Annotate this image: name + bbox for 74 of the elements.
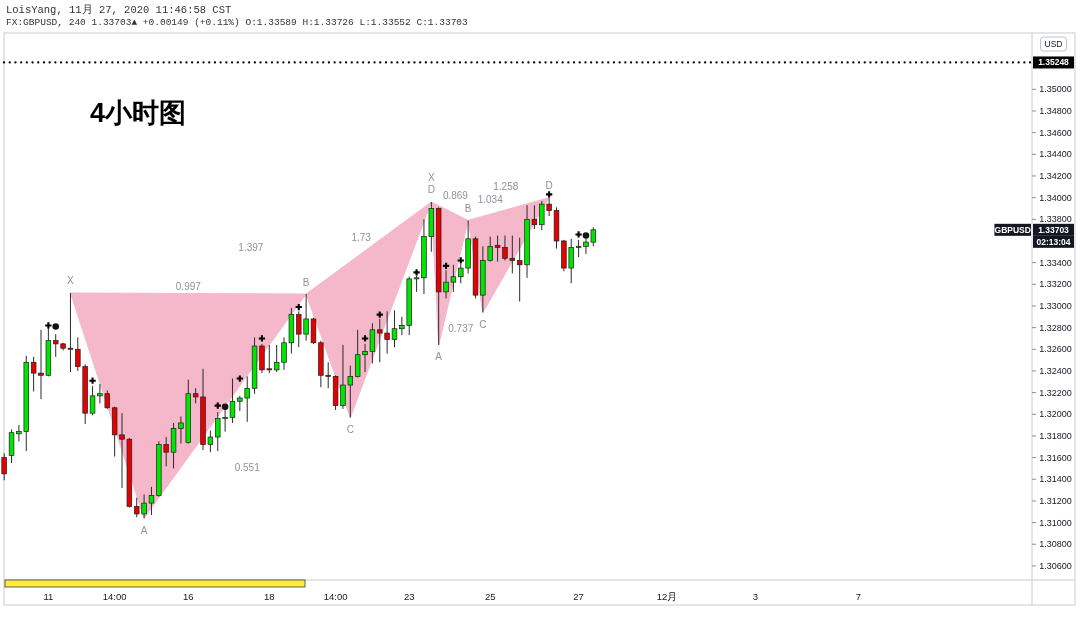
annotation: 1.258 xyxy=(493,181,519,193)
annotation: X xyxy=(67,275,75,287)
annotation: 1.397 xyxy=(238,241,264,253)
y-tick-label: 1.33400 xyxy=(1039,257,1072,268)
point xyxy=(575,231,582,238)
annotation: 1.034 xyxy=(477,194,504,206)
annotation: C xyxy=(346,424,354,436)
y-tick-label: 1.32600 xyxy=(1039,344,1072,355)
y-tick-label: 1.35000 xyxy=(1039,84,1072,95)
x-tick-label: 25 xyxy=(484,591,496,603)
annotation: 0.869 xyxy=(442,190,469,202)
x-tick-label: 16 xyxy=(183,591,194,603)
annotation: D xyxy=(545,180,553,192)
text: FX:GBPUSD, 240 1.33703▲ +0.00149 (+0.11%) O:1.33589 H:1.33726 L:1.33552 C:1.33703 xyxy=(6,17,469,29)
y-tick-label: 1.32000 xyxy=(1039,409,1072,420)
annotation: C xyxy=(479,318,487,330)
point xyxy=(457,257,464,264)
point xyxy=(45,322,52,329)
x-tick-label: 23 xyxy=(403,591,415,603)
point xyxy=(545,191,553,198)
annotation: A xyxy=(435,351,443,363)
y-tick-label: 1.31600 xyxy=(1039,452,1072,463)
x-tick-label: 3 xyxy=(752,591,758,603)
y-tick-label: 1.31200 xyxy=(1039,496,1072,507)
annotation: 0.737 xyxy=(448,323,474,335)
y-tick-label: 1.32400 xyxy=(1039,366,1072,377)
annotation: 0.551 xyxy=(234,462,261,474)
text: 4小时图 xyxy=(90,98,187,129)
point xyxy=(258,335,266,342)
point xyxy=(413,269,420,276)
x-tick-label: 12月 xyxy=(656,591,678,603)
annotation: B xyxy=(302,276,310,288)
y-tick-label: 1.32800 xyxy=(1039,322,1072,333)
x-tick-label: 18 xyxy=(264,591,275,603)
point xyxy=(361,335,369,342)
point xyxy=(89,377,96,384)
annotation: 0.997 xyxy=(175,280,202,292)
point xyxy=(221,403,229,410)
y-tick-label: 1.34200 xyxy=(1039,171,1072,182)
x-tick-label: 14:00 xyxy=(323,591,348,603)
annotation: 1.73 xyxy=(351,232,372,244)
x-tick-label: 11 xyxy=(43,591,54,603)
y-tick-label: 1.31000 xyxy=(1039,517,1072,528)
point xyxy=(236,375,243,382)
point xyxy=(376,311,383,318)
y-axis-title: USD xyxy=(1044,38,1063,49)
y-tick-label: 1.33800 xyxy=(1039,214,1072,225)
point xyxy=(442,262,450,270)
candlestick xyxy=(1,452,7,481)
x-tick-label: 7 xyxy=(855,591,862,603)
ref-line-label: 1.35248 xyxy=(1038,57,1070,68)
chart-subtitle: LoisYang, 11月 27, 2020 11:46:58 CST xyxy=(6,3,232,16)
annotation: B xyxy=(464,202,472,214)
x-tick-label: 27 xyxy=(573,591,584,603)
y-tick-label: 1.33200 xyxy=(1039,279,1072,290)
y-tick-label: 1.34800 xyxy=(1039,106,1072,117)
y-tick-label: 1.30600 xyxy=(1039,561,1072,572)
annotation: A xyxy=(140,524,148,536)
y-tick-label: 1.31400 xyxy=(1039,474,1072,485)
x-tick-label: 14:00 xyxy=(102,591,127,603)
y-tick-label: 1.34000 xyxy=(1039,192,1072,203)
y-tick-label: 1.34400 xyxy=(1039,149,1072,160)
point xyxy=(214,402,221,409)
y-tick-label: 1.31800 xyxy=(1039,431,1072,442)
y-tick-label: 1.30800 xyxy=(1039,539,1072,550)
point xyxy=(52,323,60,330)
annotation: X xyxy=(427,172,435,184)
annotation: D xyxy=(427,184,435,196)
y-tick-label: 1.32200 xyxy=(1039,387,1072,398)
y-tick-label: 1.34600 xyxy=(1039,127,1072,138)
text: 1.33703 xyxy=(1038,224,1070,235)
point xyxy=(582,232,590,239)
y-tick-label: 1.33000 xyxy=(1039,301,1072,312)
point xyxy=(295,303,302,311)
